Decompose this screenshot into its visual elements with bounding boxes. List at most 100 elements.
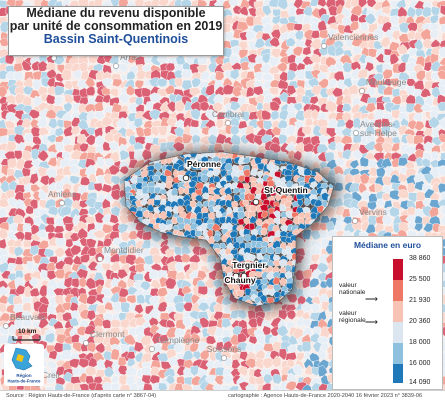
commune-cell: [436, 69, 445, 80]
commune-cell: [112, 78, 123, 88]
commune-cell: [149, 92, 161, 103]
commune-cell: [246, 86, 256, 98]
commune-cell: [294, 110, 306, 122]
commune-cell: [348, 84, 359, 95]
commune-cell: [389, 77, 401, 88]
commune-cell: [191, 77, 202, 88]
commune-cell: [215, 133, 228, 145]
city-label-faded: Soissons: [207, 344, 242, 354]
commune-cell: [407, 30, 417, 40]
commune-cell: [182, 133, 193, 144]
commune-cell: [318, 134, 330, 146]
commune-cell: [155, 77, 168, 88]
commune-cell: [409, 70, 419, 81]
city-label-faded: Compiègne: [156, 335, 200, 345]
legend-title: Médiane en euro: [353, 240, 422, 250]
commune-cell: [201, 126, 211, 136]
commune-cell: [365, 102, 377, 113]
commune-cell: [222, 83, 235, 95]
commune-cell: [358, 0, 368, 9]
commune-cell: [245, 30, 257, 41]
commune-cell: [366, 0, 377, 8]
commune-cell: [253, 134, 264, 146]
city-label-focus: Péronne: [187, 159, 221, 169]
commune-cell: [0, 69, 9, 80]
commune-cell: [165, 141, 177, 152]
commune-cell: [309, 0, 321, 7]
commune-cell: [381, 6, 393, 15]
commune-cell: [125, 84, 137, 97]
commune-cell: [46, 134, 59, 143]
commune-cell: [21, 60, 32, 72]
commune-cell: [199, 101, 210, 112]
commune-cell: [145, 100, 155, 112]
commune-cell: [269, 36, 281, 48]
city-label-faded: Maubeuge: [366, 77, 406, 87]
commune-cell: [39, 107, 50, 121]
commune-cell: [350, 4, 363, 17]
commune-cell: [192, 141, 203, 152]
legend-break-1: 38 860: [409, 255, 431, 262]
commune-cell: [334, 45, 346, 57]
legend-swatch-1: [393, 259, 403, 280]
city-marker: [83, 340, 89, 346]
commune-cell: [53, 85, 65, 96]
commune-cell: [253, 71, 265, 81]
commune-cell: [276, 0, 289, 11]
city-marker: [221, 355, 227, 361]
city-label-faded: Montdidier: [104, 245, 144, 255]
commune-cell: [135, 69, 148, 80]
city-label-faded: Clermont: [90, 329, 125, 339]
commune-cell: [438, 133, 445, 144]
commune-cell: [190, 108, 201, 121]
commune-cell: [157, 125, 168, 136]
commune-cell: [405, 103, 416, 113]
commune-cell: [430, 29, 440, 39]
commune-cell: [389, 15, 401, 26]
commune-cell: [61, 69, 72, 81]
commune-cell: [325, 100, 338, 113]
commune-cell: [359, 21, 370, 32]
commune-cell: [302, 46, 312, 56]
commune-cell: [85, 85, 96, 97]
commune-cell: [334, 126, 345, 138]
commune-cell: [37, 60, 48, 73]
legend-regional-arrow-icon: ⟶: [365, 317, 378, 327]
commune-cell: [438, 46, 445, 58]
city-marker: [3, 323, 9, 329]
scale-label: 10 km: [18, 328, 37, 335]
city-marker: [59, 200, 65, 206]
commune-cell: [379, 36, 391, 49]
city-label-faded: Beauvais: [10, 312, 45, 322]
commune-cell: [439, 4, 445, 16]
legend-national-arrow-icon: ⟶: [365, 294, 378, 304]
legend-swatch-3: [393, 301, 403, 322]
footer-source: Source : Région Hauts-de-France (d'après…: [6, 393, 157, 399]
commune-cell: [229, 68, 240, 81]
commune-cell: [200, 70, 211, 81]
commune-cell: [285, 37, 297, 47]
commune-cell: [47, 118, 59, 130]
city-label-faded: Creil: [42, 370, 60, 380]
commune-cell: [229, 101, 242, 112]
commune-cell: [295, 69, 306, 81]
commune-cell: [23, 133, 35, 144]
commune-cell: [367, 77, 378, 88]
commune-cell: [54, 95, 64, 107]
commune-cell: [310, 30, 321, 39]
city-marker: [359, 88, 365, 94]
commune-cell: [268, 86, 279, 96]
commune-cell: [262, 4, 272, 17]
legend-break-4: 20 360: [409, 318, 431, 325]
region-logo: Région Hauts-de-France: [4, 344, 44, 386]
city-marker: [321, 43, 327, 49]
commune-cell: [172, 141, 185, 152]
commune-cell: [101, 115, 114, 127]
commune-cell: [212, 101, 224, 113]
commune-cell: [287, 69, 297, 81]
legend-swatch-2: [393, 280, 403, 301]
commune-cell: [175, 54, 186, 66]
commune-cell: [364, 61, 375, 72]
city-label-faded: Vervins: [359, 207, 387, 217]
commune-cell: [372, 29, 385, 41]
